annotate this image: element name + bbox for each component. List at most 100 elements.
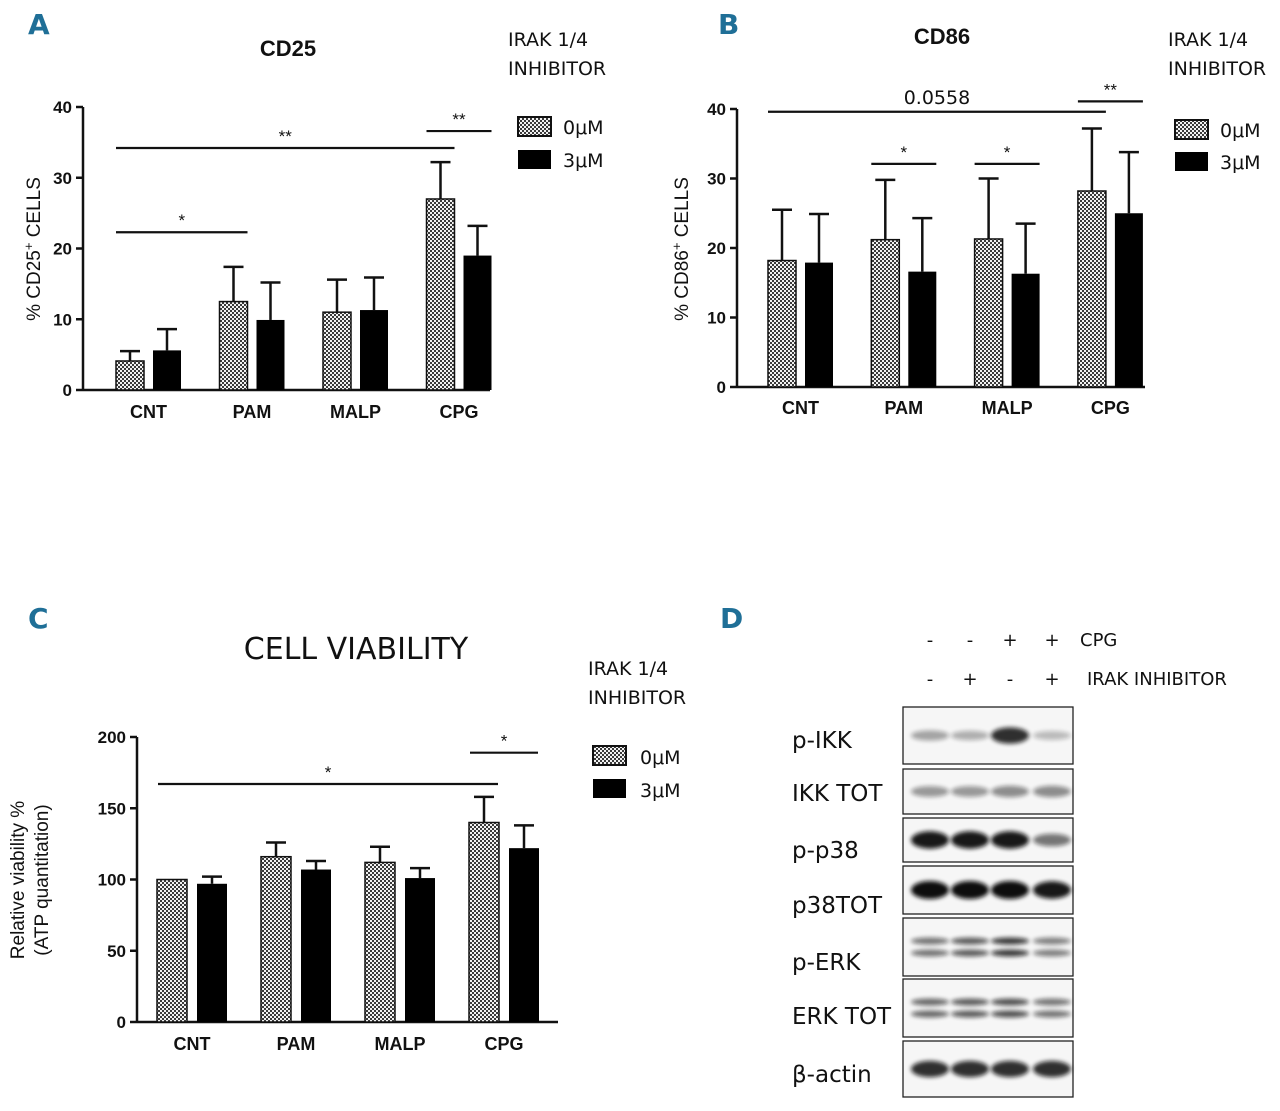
legend-title-line2: INHIBITOR	[588, 687, 686, 709]
legend-label-0uM: 0μM	[640, 747, 681, 769]
bar-pam-0uM	[218, 300, 249, 391]
legend-swatch-0uM	[1174, 119, 1209, 140]
bar-cpg-3uM	[1114, 213, 1143, 387]
chart-title: CD86	[914, 24, 970, 49]
blot-row-label: p-IKK	[792, 728, 853, 754]
y-tick-label: 40	[53, 98, 72, 117]
blot-band	[991, 831, 1029, 849]
blot-row-p-erk: p-ERK	[792, 917, 1074, 977]
significance-label: *	[1004, 143, 1011, 162]
panel-letter-c: C	[28, 602, 49, 635]
y-tick-label: 0	[117, 1013, 126, 1032]
blot-band	[951, 937, 989, 945]
bar-cnt-0uM	[115, 360, 145, 391]
bar-cpg-0uM	[1077, 190, 1107, 388]
legend-title-line1: IRAK 1/4	[1168, 29, 1248, 51]
condition-sign: -	[927, 669, 934, 690]
legend-swatch-3uM	[518, 150, 551, 169]
blot-row-p38tot: p38TOT	[792, 865, 1074, 919]
y-tick-label: 10	[707, 309, 726, 328]
bar-cnt-3uM	[805, 262, 833, 387]
blot-row--actin: β-actin	[792, 1040, 1074, 1098]
significance-label: **	[452, 110, 466, 129]
legend-label-3uM: 3μM	[563, 150, 604, 172]
y-tick-label: 10	[53, 310, 72, 329]
condition-sign: +	[1002, 630, 1017, 651]
y-tick-label: 30	[707, 170, 726, 189]
panel-letter-a: A	[28, 8, 50, 41]
legend-label-3uM: 3μM	[640, 780, 681, 802]
blot-row-erk-tot: ERK TOT	[792, 978, 1074, 1038]
legend-swatch-3uM	[1175, 152, 1208, 171]
y-axis-label-line1: Relative viability %	[8, 801, 29, 959]
blot-row-ikk-tot: IKK TOT	[792, 768, 1074, 815]
chart-cd25: CD25 % CD25+ CELLS 0 10 20 30 40 CNT PAM MALP CP…	[21, 29, 606, 422]
legend-title-line2: INHIBITOR	[1168, 58, 1266, 80]
x-tick-label-cpg: CPG	[484, 1034, 523, 1054]
blot-band	[1033, 1010, 1071, 1018]
bar-cpg-3uM	[463, 255, 492, 390]
y-axis-label: % CD25+ CELLS	[21, 177, 45, 321]
significance-label: *	[900, 143, 907, 162]
blot-band	[991, 785, 1029, 798]
blot-band	[911, 831, 949, 849]
blot-band	[911, 730, 949, 741]
y-axis-label: % CD86+ CELLS	[669, 177, 693, 321]
blot-band	[951, 831, 989, 849]
x-tick-label-cnt: CNT	[782, 398, 819, 418]
y-tick-label: 100	[98, 871, 126, 890]
y-tick-label: 30	[53, 169, 72, 188]
x-tick-label-cnt: CNT	[174, 1034, 211, 1054]
y-tick-label: 0	[63, 381, 72, 400]
blot-band	[911, 1060, 949, 1078]
bar-malp-3uM	[1011, 273, 1040, 387]
chart-title: CD25	[260, 36, 316, 61]
blot-band	[951, 998, 989, 1006]
blot-row-label: ERK TOT	[792, 1004, 892, 1030]
bar-malp-0uM	[973, 238, 1004, 388]
blot-band	[1033, 785, 1071, 798]
blot-band	[911, 998, 949, 1006]
bar-pam-0uM	[870, 238, 901, 388]
legend-swatch-0uM	[517, 116, 552, 137]
blot-row-label: p-p38	[792, 838, 859, 864]
condition-sign: +	[1044, 630, 1059, 651]
significance-label: *	[501, 732, 508, 751]
blot-membrane	[902, 978, 1074, 1038]
significance-label: *	[178, 211, 185, 230]
chart-cd86: CD86 % CD86+ CELLS 0 10 20 30 40 CNT PAM MALP CP…	[669, 24, 1266, 418]
significance-label: **	[1104, 80, 1118, 99]
legend: IRAK 1/4 INHIBITOR 0μM 3μM	[588, 658, 686, 802]
bar-cpg-3uM	[509, 848, 539, 1022]
blot-band	[951, 786, 989, 797]
panel-letter-d: D	[720, 602, 743, 635]
x-tick-label-malp: MALP	[982, 398, 1033, 418]
blot-row-p-p38: p-p38	[792, 817, 1074, 864]
bar-cnt-3uM	[197, 883, 227, 1022]
bar-malp-0uM	[322, 311, 352, 391]
blot-band	[951, 730, 989, 741]
blot-band	[1033, 949, 1071, 957]
blot-band	[1033, 833, 1071, 847]
y-tick-label: 200	[98, 728, 126, 747]
x-tick-label-malp: MALP	[330, 402, 381, 422]
bar-pam-3uM	[301, 869, 331, 1022]
legend-swatch-3uM	[593, 779, 626, 798]
blot-band	[991, 1010, 1029, 1018]
legend-swatch-0uM	[592, 745, 627, 766]
condition-label: CPG	[1080, 630, 1117, 651]
western-blot: - - + + CPG - + - + IRAK INHIBITOR p-IKK IKK TOT p-p…	[792, 630, 1227, 1098]
blot-band	[951, 1010, 989, 1018]
blot-band	[1033, 881, 1071, 899]
x-tick-label-cpg: CPG	[1091, 398, 1130, 418]
blot-membrane	[902, 917, 1074, 977]
chart-cell-viability: CELL VIABILITY Relative viability % (ATP…	[8, 632, 686, 1054]
blot-band	[1033, 998, 1071, 1006]
y-axis-label-line2: (ATP quantitation)	[32, 804, 53, 955]
legend-title-line1: IRAK 1/4	[588, 658, 668, 680]
bar-cnt-0uM	[156, 878, 188, 1023]
panel-letter-b: B	[718, 8, 739, 41]
blot-band	[951, 949, 989, 957]
blot-band	[1033, 1060, 1071, 1078]
